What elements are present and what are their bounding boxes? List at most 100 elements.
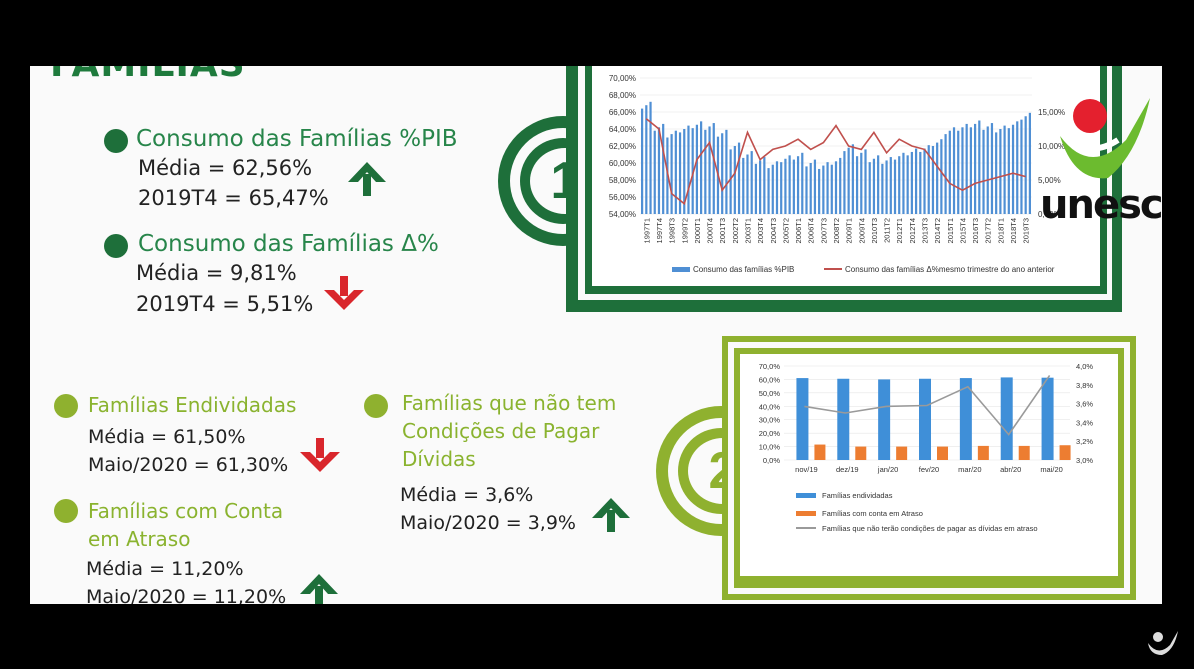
bar-consumo-pib xyxy=(885,160,888,214)
bar-consumo-pib xyxy=(914,148,918,214)
legend-swatch-atraso xyxy=(796,511,816,516)
bar-consumo-pib xyxy=(822,165,825,214)
x-tick-label: 1998T3 xyxy=(668,218,677,243)
atraso-title-line2: em Atraso xyxy=(88,527,191,551)
right-tick-label: 5,00% xyxy=(1038,176,1061,185)
bar-consumo-pib xyxy=(940,139,943,214)
bullet-dot xyxy=(104,234,128,258)
bar-consumo-pib xyxy=(737,142,741,214)
bar-conta-atraso xyxy=(896,446,908,460)
consumo-pib-last: 2019T4 = 65,47% xyxy=(138,186,329,210)
x-tick-label: 2012T1 xyxy=(895,218,904,243)
atraso-last: Maio/2020 = 11,20% xyxy=(86,586,287,604)
legend-label-nao-pagar: Famílias que não terão condições de paga… xyxy=(822,524,1038,533)
x-tick-label: 2006T4 xyxy=(807,218,816,243)
atraso-media: Média = 11,20% xyxy=(86,558,244,580)
bar-endividadas xyxy=(1041,377,1054,460)
line-nao-pagar xyxy=(804,374,1051,436)
nao-pagar-last: Maio/2020 = 3,9% xyxy=(400,512,576,534)
bar-endividadas xyxy=(878,379,891,460)
bar-conta-atraso xyxy=(937,446,948,460)
x-tick-label: 2011T2 xyxy=(883,218,892,243)
x-tick-label: 2015T1 xyxy=(946,218,955,243)
x-tick-label: 2000T4 xyxy=(706,218,715,243)
logo-mark-icon xyxy=(1060,98,1150,179)
bar-consumo-pib xyxy=(961,127,964,214)
legend-label-atraso: Famílias com conta em Atraso xyxy=(822,509,923,518)
bullet-dot xyxy=(104,129,128,153)
x-tick-label: nov/19 xyxy=(795,465,818,474)
x-tick-label: 2014T2 xyxy=(933,218,942,243)
x-tick-label: 2018T4 xyxy=(1009,218,1018,243)
bar-consumo-pib xyxy=(662,123,665,214)
bar-consumo-pib xyxy=(733,146,736,214)
legend-swatch-bar xyxy=(672,267,690,272)
bar-consumo-pib xyxy=(826,162,829,214)
bar-consumo-pib xyxy=(670,134,673,214)
bar-consumo-pib xyxy=(1007,128,1010,214)
bar-consumo-pib xyxy=(1024,116,1027,214)
consumo-pib-title: Consumo das Famílias %PIB xyxy=(136,126,458,152)
arrow-down-icon xyxy=(324,276,364,310)
x-tick-label: abr/20 xyxy=(1000,465,1021,474)
left-tick-label: 70,0% xyxy=(759,362,781,371)
bar-consumo-pib xyxy=(843,151,846,214)
bar-endividadas xyxy=(1000,377,1013,460)
chart-two: 70,0% 60,0% 50,0% 40,0% 30,0% 20,0% 10,0% 0,0% 4… xyxy=(740,354,1118,576)
arrow-down-icon xyxy=(300,438,340,472)
bar-conta-atraso xyxy=(814,444,826,460)
bar-consumo-pib xyxy=(683,129,686,214)
bar-consumo-pib xyxy=(1003,125,1006,214)
chart-one-svg: 70,00% 68,00% 66,00% 64,00% 62,00% 60,00% 58,0… xyxy=(609,74,1065,274)
x-tick-label: 2015T4 xyxy=(958,218,967,243)
bar-consumo-pib xyxy=(805,166,808,214)
bar-consumo-pib xyxy=(1028,112,1031,214)
bullet-dot xyxy=(364,394,388,418)
right-tick-label: 3,6% xyxy=(1076,400,1093,409)
consumo-pib-media: Média = 62,56% xyxy=(138,156,313,180)
left-tick-label: 10,0% xyxy=(759,443,781,452)
bar-consumo-pib xyxy=(695,124,699,214)
bar-consumo-pib xyxy=(973,123,977,214)
bar-consumo-pib xyxy=(969,127,972,214)
bar-consumo-pib xyxy=(649,101,652,214)
bar-consumo-pib xyxy=(986,126,989,214)
endividadas-media: Média = 61,50% xyxy=(88,426,246,448)
bar-consumo-pib xyxy=(763,157,766,214)
chart-one: 70,00% 68,00% 66,00% 64,00% 62,00% 60,00% 58,0… xyxy=(592,66,1100,286)
left-tick-label: 70,00% xyxy=(609,74,636,83)
bar-consumo-pib xyxy=(780,162,783,214)
right-tick-label: 0,00% xyxy=(1038,210,1061,219)
left-tick-label: 0,0% xyxy=(763,456,780,465)
x-tick-label: 1999T2 xyxy=(680,218,689,243)
bar-consumo-pib xyxy=(691,128,694,214)
bar-consumo-pib xyxy=(864,149,867,214)
bar-consumo-pib xyxy=(775,161,779,214)
x-tick-label: 2013T3 xyxy=(921,218,930,243)
nao-pagar-title-line3: Dívidas xyxy=(402,447,476,471)
x-tick-label: 2012T4 xyxy=(908,218,917,243)
logo-text: unesc xyxy=(1040,182,1162,228)
bar-consumo-pib xyxy=(1016,121,1019,214)
x-tick-label: 2003T4 xyxy=(756,218,765,243)
bar-endividadas xyxy=(959,378,972,460)
x-tick-label: 1997T1 xyxy=(642,218,651,243)
x-tick-label: 2018T1 xyxy=(996,218,1005,243)
bar-consumo-pib xyxy=(834,161,838,214)
bar-consumo-pib xyxy=(700,121,703,214)
nao-pagar-title-line1: Famílias que não tem xyxy=(402,391,617,415)
right-tick-label: 3,8% xyxy=(1076,381,1093,390)
x-tick-label: fev/20 xyxy=(919,465,939,474)
bar-consumo-pib xyxy=(750,151,753,214)
bar-consumo-pib xyxy=(931,146,935,214)
bar-consumo-pib xyxy=(906,155,909,214)
bar-consumo-pib xyxy=(729,149,732,214)
bar-consumo-pib xyxy=(784,158,787,214)
legend-label-line: Consumo das famílias Δ%mesmo trimestre d… xyxy=(845,265,1055,274)
right-tick-label: 10,00% xyxy=(1038,142,1065,151)
x-tick-label: 2000T1 xyxy=(693,218,702,243)
right-tick-label: 3,2% xyxy=(1076,437,1093,446)
x-tick-label: 1997T4 xyxy=(655,218,664,243)
x-tick-label: 2007T3 xyxy=(819,218,828,243)
x-tick-label: 2005T2 xyxy=(781,218,790,243)
